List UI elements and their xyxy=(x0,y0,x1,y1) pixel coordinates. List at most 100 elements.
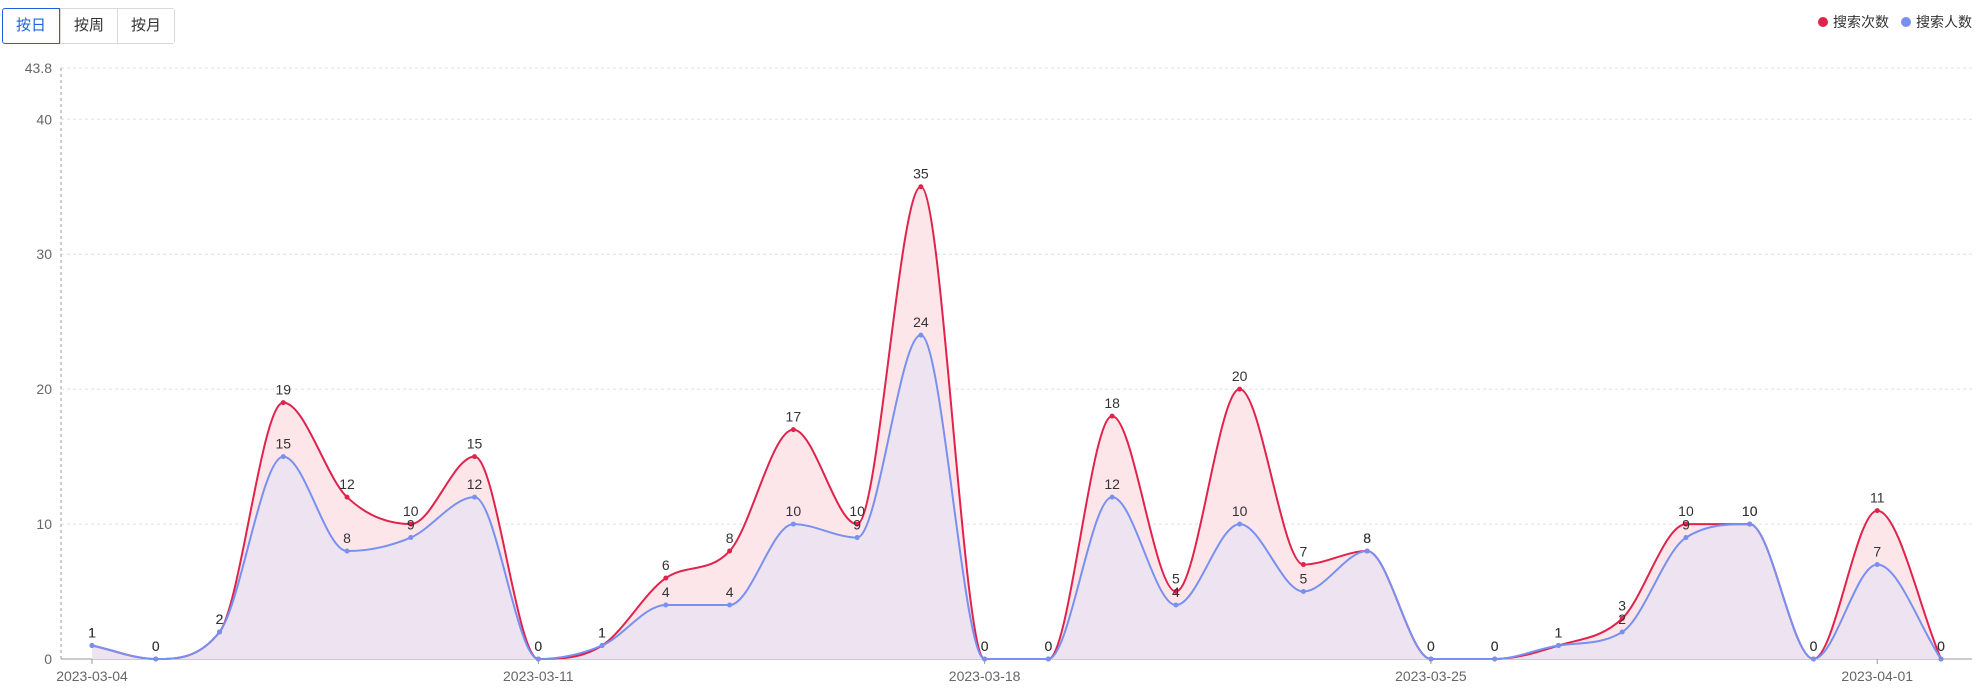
point-search-count[interactable] xyxy=(1683,521,1689,527)
point-search-count[interactable] xyxy=(472,454,478,460)
data-label-search-count: 10 xyxy=(1742,503,1758,519)
x-tick-label: 2023-03-11 xyxy=(503,668,574,684)
point-search-count[interactable] xyxy=(344,494,350,500)
point-search-users[interactable] xyxy=(663,602,669,608)
point-search-users[interactable] xyxy=(1810,656,1816,662)
data-label-search-count: 17 xyxy=(786,409,802,425)
data-label-search-count: 11 xyxy=(1870,490,1885,506)
point-search-users[interactable] xyxy=(982,656,988,662)
granularity-tabs: 按日 按周 按月 xyxy=(2,8,176,44)
data-label-search-users: 8 xyxy=(343,530,351,546)
data-label-search-count: 0 xyxy=(1810,638,1818,654)
point-search-count[interactable] xyxy=(854,521,860,527)
point-search-users[interactable] xyxy=(1619,629,1625,635)
point-search-users[interactable] xyxy=(1938,656,1944,662)
point-search-users[interactable] xyxy=(918,332,924,338)
point-search-users[interactable] xyxy=(1683,535,1689,541)
data-label-search-users: 0 xyxy=(981,638,989,654)
data-label-search-users: 4 xyxy=(662,584,670,600)
point-search-users[interactable] xyxy=(472,494,478,500)
point-search-users[interactable] xyxy=(89,643,95,649)
point-search-count[interactable] xyxy=(1300,562,1306,568)
point-search-count[interactable] xyxy=(790,427,796,433)
data-label-search-count: 0 xyxy=(1937,638,1945,654)
x-tick-label: 2023-03-25 xyxy=(1395,668,1467,684)
point-search-count[interactable] xyxy=(1173,589,1179,595)
data-label-search-users: 2 xyxy=(216,611,224,627)
data-label-search-users: 4 xyxy=(1172,584,1180,600)
point-search-users[interactable] xyxy=(1173,602,1179,608)
data-label-search-users: 0 xyxy=(534,638,542,654)
point-layer xyxy=(89,184,1944,662)
point-search-count[interactable] xyxy=(1109,413,1115,419)
legend-item-search-count[interactable]: 搜索次数 xyxy=(1818,12,1889,32)
point-search-users[interactable] xyxy=(280,454,286,460)
area-search-users xyxy=(92,335,1941,659)
legend-item-search-users[interactable]: 搜索人数 xyxy=(1901,12,1972,32)
data-label-search-count: 15 xyxy=(467,436,483,452)
point-search-users[interactable] xyxy=(1045,656,1051,662)
point-search-count[interactable] xyxy=(1237,386,1243,392)
data-label-search-count: 35 xyxy=(913,166,929,182)
data-label-search-count: 0 xyxy=(534,638,542,654)
data-label-search-count: 3 xyxy=(1618,598,1626,614)
x-tick-label: 2023-04-01 xyxy=(1841,668,1913,684)
point-search-users[interactable] xyxy=(535,656,541,662)
legend-label-search-count: 搜索次数 xyxy=(1833,14,1889,30)
point-search-count[interactable] xyxy=(1874,508,1880,514)
data-label-search-users: 10 xyxy=(1232,503,1248,519)
data-label-search-users: 9 xyxy=(1682,517,1690,533)
data-label-search-count: 1 xyxy=(1555,625,1563,641)
data-label-search-users: 2 xyxy=(1618,611,1626,627)
data-label-search-count: 1 xyxy=(598,625,606,641)
point-search-count[interactable] xyxy=(918,184,924,190)
point-search-users[interactable] xyxy=(408,535,414,541)
point-search-count[interactable] xyxy=(408,521,414,527)
point-search-users[interactable] xyxy=(599,643,605,649)
data-label-search-users: 10 xyxy=(1742,503,1758,519)
point-search-users[interactable] xyxy=(1300,589,1306,595)
y-tick-label: 30 xyxy=(36,246,52,262)
data-label-search-users: 12 xyxy=(467,476,483,492)
data-label-search-count: 5 xyxy=(1172,571,1180,587)
point-search-users[interactable] xyxy=(854,535,860,541)
point-search-users[interactable] xyxy=(1428,656,1434,662)
data-label-search-users: 15 xyxy=(275,436,291,452)
tab-monthly[interactable]: 按月 xyxy=(117,9,175,43)
point-search-users[interactable] xyxy=(217,629,223,635)
point-search-count[interactable] xyxy=(280,400,286,406)
point-search-users[interactable] xyxy=(1492,656,1498,662)
point-search-users[interactable] xyxy=(1109,494,1115,500)
point-search-users[interactable] xyxy=(1874,562,1880,568)
y-tick-label-max: 43.8 xyxy=(25,60,52,76)
point-search-count[interactable] xyxy=(727,548,733,554)
y-tick-label: 20 xyxy=(36,381,52,397)
data-label-search-count: 0 xyxy=(1044,638,1052,654)
tab-daily[interactable]: 按日 xyxy=(2,8,61,44)
point-search-users[interactable] xyxy=(727,602,733,608)
data-label-search-users: 4 xyxy=(726,584,734,600)
data-label-search-count: 10 xyxy=(1678,503,1694,519)
y-tick-label: 10 xyxy=(36,516,52,532)
point-search-users[interactable] xyxy=(1555,643,1561,649)
legend-label-search-users: 搜索人数 xyxy=(1916,14,1972,30)
data-label-search-users: 9 xyxy=(407,517,415,533)
data-label-search-users: 1 xyxy=(88,625,96,641)
tab-weekly[interactable]: 按周 xyxy=(60,9,118,43)
data-label-search-users: 10 xyxy=(786,503,802,519)
point-search-users[interactable] xyxy=(1747,521,1753,527)
data-label-search-users: 5 xyxy=(1300,571,1308,587)
point-search-users[interactable] xyxy=(153,656,159,662)
data-label-search-count: 6 xyxy=(662,557,670,573)
data-label-search-count: 19 xyxy=(275,382,291,398)
point-search-users[interactable] xyxy=(344,548,350,554)
point-search-users[interactable] xyxy=(1237,521,1243,527)
point-search-count[interactable] xyxy=(1619,616,1625,622)
point-search-users[interactable] xyxy=(1364,548,1370,554)
x-tick-label: 2023-03-18 xyxy=(949,668,1021,684)
point-search-users[interactable] xyxy=(790,521,796,527)
point-search-count[interactable] xyxy=(663,575,669,581)
data-label-search-users: 1 xyxy=(1555,625,1563,641)
data-label-search-users: 0 xyxy=(152,638,160,654)
